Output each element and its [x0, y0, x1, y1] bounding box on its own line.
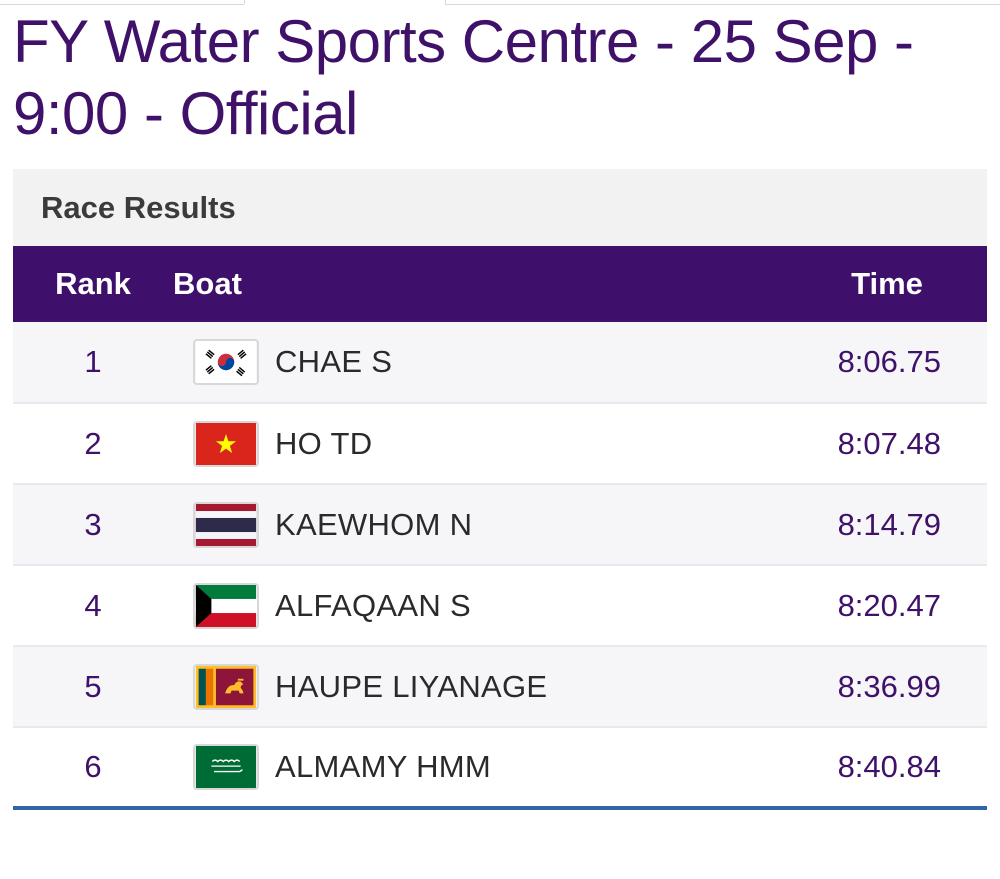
- table-row[interactable]: 6 ALMAMY HMM 8:4: [13, 727, 987, 808]
- results-table: Rank Boat Time 1: [13, 246, 987, 810]
- rank-cell: 2: [84, 425, 102, 461]
- table-row[interactable]: 4 ALFAQAAN S 8:2: [13, 565, 987, 646]
- column-header-boat[interactable]: Boat: [173, 266, 242, 301]
- boat-cell: HAUPE LIYANAGE: [173, 646, 787, 727]
- page-title: FY Water Sports Centre - 25 Sep - 9:00 -…: [13, 8, 914, 147]
- boat-name: CHAE S: [275, 344, 393, 379]
- boat-name: HO TD: [275, 425, 373, 461]
- boat-cell: CHAE S: [173, 322, 787, 403]
- south-korea-flag-icon: [193, 339, 259, 385]
- time-cell: 8:14.79: [837, 506, 941, 542]
- rank-cell: 6: [84, 749, 102, 784]
- rank-cell: 3: [84, 506, 102, 542]
- tab-strip-right: [445, 0, 1000, 5]
- boat-cell: ALFAQAAN S: [173, 565, 787, 646]
- time-cell: 8:06.75: [837, 344, 941, 379]
- saudi-arabia-flag-icon: [193, 744, 259, 790]
- boat-name: KAEWHOM N: [275, 506, 473, 542]
- boat-name: ALMAMY HMM: [275, 749, 492, 784]
- column-header-rank[interactable]: Rank: [55, 266, 131, 301]
- table-row[interactable]: 3 KAEWHOM N 8:14.79: [13, 484, 987, 565]
- vietnam-flag-icon: [193, 420, 259, 467]
- time-cell: 8:40.84: [837, 749, 941, 784]
- sri-lanka-flag-icon: [193, 663, 259, 710]
- race-results-heading: Race Results: [13, 169, 987, 246]
- boat-cell: HO TD: [173, 403, 787, 484]
- race-results-panel: Race Results Rank Boat Time 1: [13, 169, 987, 810]
- rank-cell: 4: [84, 587, 102, 623]
- rank-cell: 1: [84, 344, 102, 379]
- kuwait-flag-icon: [193, 582, 259, 629]
- thailand-flag-icon: [193, 501, 259, 548]
- table-row[interactable]: 2 HO TD 8:07.48: [13, 403, 987, 484]
- boat-name: ALFAQAAN S: [275, 587, 471, 623]
- column-header-time[interactable]: Time: [851, 266, 923, 301]
- tab-strip-active-tab[interactable]: [244, 0, 446, 4]
- table-row[interactable]: 5 HAUPE LI: [13, 646, 987, 727]
- time-cell: 8:07.48: [837, 425, 941, 461]
- boat-name: HAUPE LIYANAGE: [275, 668, 548, 704]
- boat-cell: KAEWHOM N: [173, 484, 787, 565]
- tab-strip-left: [0, 0, 244, 5]
- boat-cell: ALMAMY HMM: [173, 727, 787, 808]
- top-tab-strip: [0, 0, 1000, 8]
- time-cell: 8:20.47: [837, 587, 941, 623]
- results-header-row: Rank Boat Time: [13, 246, 987, 322]
- rank-cell: 5: [84, 668, 102, 704]
- table-row[interactable]: 1: [13, 322, 987, 403]
- time-cell: 8:36.99: [837, 668, 941, 704]
